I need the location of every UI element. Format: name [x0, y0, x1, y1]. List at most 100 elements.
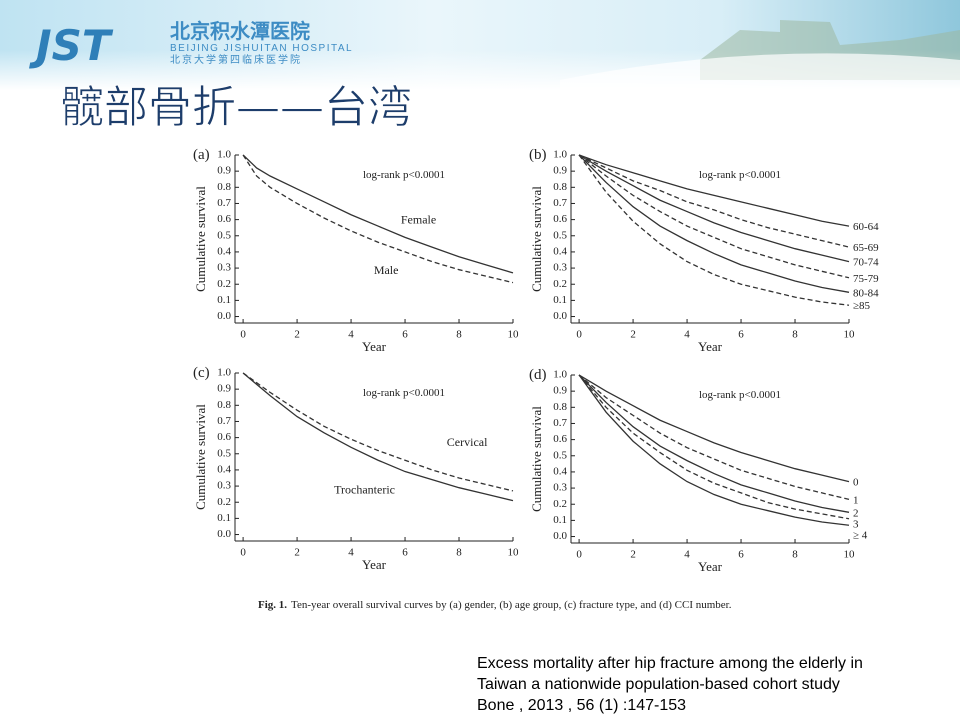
- y-tick-label: 0.9: [553, 165, 567, 177]
- y-tick-label: 0.9: [553, 385, 567, 397]
- y-tick-label: 0.4: [217, 245, 231, 257]
- y-tick-label: 0.3: [217, 262, 231, 274]
- y-axis-label: Cumulative survival: [529, 406, 544, 512]
- x-tick-label: 6: [738, 329, 744, 341]
- y-tick-label: 0.6: [553, 433, 567, 445]
- x-tick-label: 10: [508, 329, 520, 341]
- chart-panel: 0.00.10.20.30.40.50.60.70.80.91.00 2 4 6 8 10…: [529, 147, 879, 354]
- series-label: Trochanteric: [334, 483, 395, 497]
- figure-caption: Fig. 1. Ten-year overall survival curves …: [258, 599, 732, 611]
- y-tick-label: 0.1: [217, 512, 231, 524]
- x-tick-label: 0: [576, 549, 582, 561]
- y-tick-label: 0.1: [217, 294, 231, 306]
- series-label: 3: [853, 518, 859, 530]
- chart-panel: 0.00.10.20.30.40.50.60.70.80.91.00 2 4 6 8 10…: [193, 365, 519, 572]
- panel-label: (a): [193, 147, 210, 163]
- series-label: 2: [853, 507, 859, 519]
- y-tick-label: 1.0: [553, 369, 567, 381]
- x-tick-label: 8: [456, 329, 462, 341]
- x-tick-label: 4: [348, 547, 354, 559]
- panel-label: (d): [529, 367, 547, 383]
- y-tick-label: 0.7: [553, 197, 567, 209]
- citation-line: Excess mortality after hip fracture amon…: [477, 655, 863, 672]
- y-tick-label: 0.6: [553, 213, 567, 225]
- caption-text: Ten-year overall survival curves by (a) …: [291, 599, 732, 611]
- y-tick-label: 0.0: [553, 310, 567, 322]
- chart-panel: 0.00.10.20.30.40.50.60.70.80.91.00 2 4 6 8 10…: [529, 367, 868, 574]
- annotation: log-rank p<0.0001: [699, 169, 781, 181]
- y-tick-label: 0.2: [217, 496, 231, 508]
- series-label: 0: [853, 477, 859, 489]
- header-swoosh: [560, 53, 960, 90]
- x-tick-label: 8: [792, 329, 798, 341]
- survival-curve: [578, 154, 850, 227]
- y-tick-label: 1.0: [217, 149, 231, 161]
- survival-curve: [578, 374, 850, 520]
- y-tick-label: 0.0: [553, 530, 567, 542]
- y-tick-label: 0.2: [553, 278, 567, 290]
- series-label: ≥85: [853, 300, 871, 312]
- y-tick-label: 0.0: [217, 528, 231, 540]
- hospital-en: BEIJING JISHUITAN HOSPITAL: [170, 43, 353, 54]
- y-tick-label: 0.4: [553, 245, 567, 257]
- series-label: 65-69: [853, 242, 879, 254]
- logo: JST: [29, 21, 114, 70]
- y-tick-label: 0.8: [553, 181, 567, 193]
- citation: Excess mortality after hip fracture amon…: [477, 655, 863, 714]
- charts: 0.00.10.20.30.40.50.60.70.80.91.00 2 4 6 8 10…: [193, 147, 879, 574]
- y-tick-label: 0.8: [217, 181, 231, 193]
- y-axis-label: Cumulative survival: [529, 186, 544, 292]
- series-label: 75-79: [853, 273, 879, 285]
- annotation: log-rank p<0.0001: [699, 389, 781, 401]
- series-label: 80-84: [853, 287, 879, 299]
- y-tick-label: 0.8: [553, 401, 567, 413]
- series-label: ≥ 4: [853, 529, 868, 541]
- x-tick-label: 4: [348, 329, 354, 341]
- series-label: Female: [401, 212, 436, 226]
- x-tick-label: 6: [402, 547, 408, 559]
- y-tick-label: 0.3: [217, 480, 231, 492]
- y-tick-label: 0.3: [553, 482, 567, 494]
- x-axis-label: Year: [698, 339, 723, 354]
- x-tick-label: 0: [576, 329, 582, 341]
- survival-curve: [578, 374, 850, 513]
- x-tick-label: 10: [844, 549, 856, 561]
- y-tick-label: 0.3: [553, 262, 567, 274]
- y-tick-label: 0.5: [217, 229, 231, 241]
- series-label: Cervical: [447, 435, 488, 449]
- survival-curve: [578, 154, 850, 248]
- y-tick-label: 0.8: [217, 399, 231, 411]
- y-tick-label: 0.5: [553, 449, 567, 461]
- x-tick-label: 2: [294, 547, 300, 559]
- x-axis-label: Year: [362, 339, 387, 354]
- y-tick-label: 1.0: [217, 367, 231, 379]
- x-tick-label: 6: [402, 329, 408, 341]
- y-tick-label: 0.4: [553, 465, 567, 477]
- annotation: log-rank p<0.0001: [363, 169, 445, 181]
- citation-line: Bone , 2013 , 56 (1) :147-153: [477, 697, 686, 714]
- y-tick-label: 0.9: [217, 165, 231, 177]
- panel-label: (c): [193, 365, 210, 381]
- x-tick-label: 2: [630, 329, 636, 341]
- survival-curve: [578, 154, 850, 279]
- annotation: log-rank p<0.0001: [363, 387, 445, 399]
- survival-curve: [578, 154, 850, 306]
- series-label: 1: [853, 494, 859, 506]
- x-tick-label: 2: [294, 329, 300, 341]
- x-tick-label: 8: [792, 549, 798, 561]
- x-tick-label: 0: [240, 547, 246, 559]
- y-tick-label: 0.6: [217, 213, 231, 225]
- chart-panel: 0.00.10.20.30.40.50.60.70.80.91.00 2 4 6 8 10…: [193, 147, 519, 354]
- survival-curve: [242, 372, 514, 502]
- y-axis-label: Cumulative survival: [193, 186, 208, 292]
- survival-curve: [578, 154, 850, 263]
- survival-curve: [578, 154, 850, 293]
- x-tick-label: 2: [630, 549, 636, 561]
- y-tick-label: 0.5: [553, 229, 567, 241]
- x-tick-label: 10: [844, 329, 856, 341]
- y-tick-label: 0.4: [217, 463, 231, 475]
- citation-line: Taiwan a nationwide population-based coh…: [477, 676, 840, 693]
- x-tick-label: 6: [738, 549, 744, 561]
